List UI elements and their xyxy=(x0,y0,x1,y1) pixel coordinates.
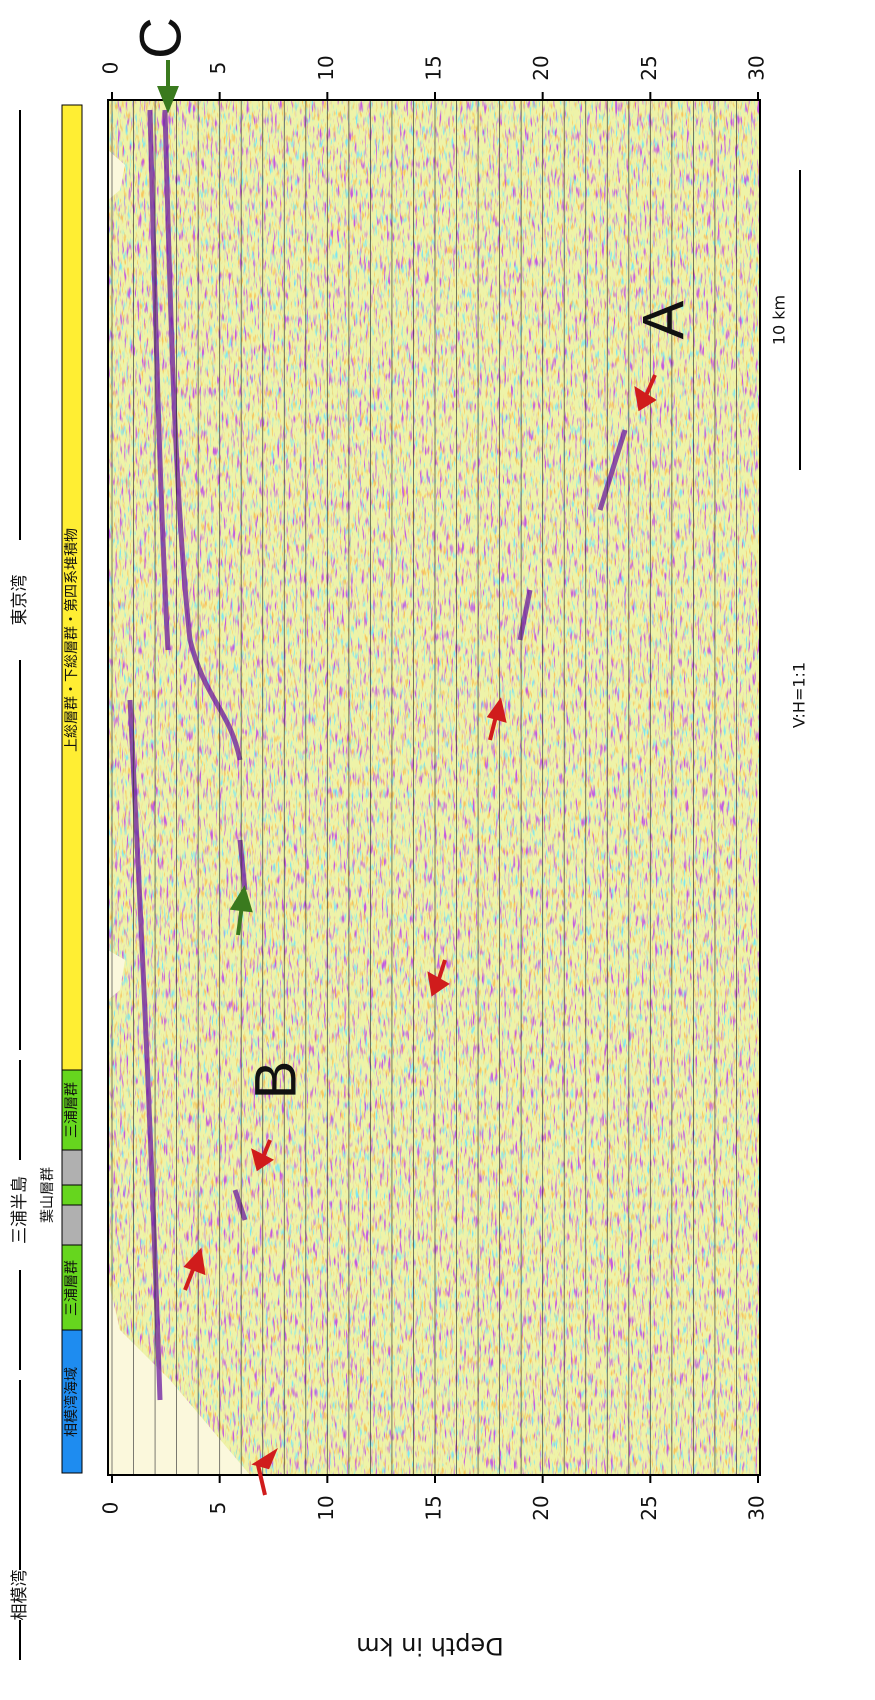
unit-label: 三浦層群 xyxy=(64,1082,80,1138)
region-label: 相模湾 xyxy=(10,1570,30,1621)
tick-label: 20 xyxy=(529,1495,553,1520)
tick-label: 30 xyxy=(745,1495,769,1520)
page: 相模湾 三浦半島 東京湾 相模湾海域 三浦層群 葉山層群 三浦層群 上総層群・下… xyxy=(0,0,875,1700)
tick-label: 10 xyxy=(314,55,338,80)
tick-label: 30 xyxy=(745,55,769,80)
tick-label: 0 xyxy=(99,62,123,75)
ratio-label: V:H=1:1 xyxy=(790,662,809,728)
axis-label: Depth in km xyxy=(356,1632,504,1660)
unit-label: 相模湾海域 xyxy=(63,1367,80,1437)
marker-label: C xyxy=(128,17,193,59)
scale-label: 10 km xyxy=(770,295,789,345)
tick-label: 5 xyxy=(206,1502,230,1515)
unit-label: 三浦層群 xyxy=(64,1260,80,1316)
region-label: 東京湾 xyxy=(10,575,30,626)
region-label: 三浦半島 xyxy=(10,1176,30,1244)
tick-label: 20 xyxy=(529,55,553,80)
tick-label: 0 xyxy=(99,1502,123,1515)
unit-label: 上総層群・下総層群・第四系堆積物 xyxy=(63,528,80,752)
tick-label: 10 xyxy=(314,1495,338,1520)
tick-label: 15 xyxy=(422,55,446,80)
unit-label: 葉山層群 xyxy=(40,1167,56,1223)
marker-label: B xyxy=(243,1061,308,1100)
seismic-figure: 相模湾 三浦半島 東京湾 相模湾海域 三浦層群 葉山層群 三浦層群 上総層群・下… xyxy=(0,0,875,1700)
tick-label: 15 xyxy=(422,1495,446,1520)
tick-label: 25 xyxy=(637,55,661,80)
marker-label: A xyxy=(631,300,696,339)
tick-label: 5 xyxy=(206,62,230,75)
tick-label: 25 xyxy=(637,1495,661,1520)
